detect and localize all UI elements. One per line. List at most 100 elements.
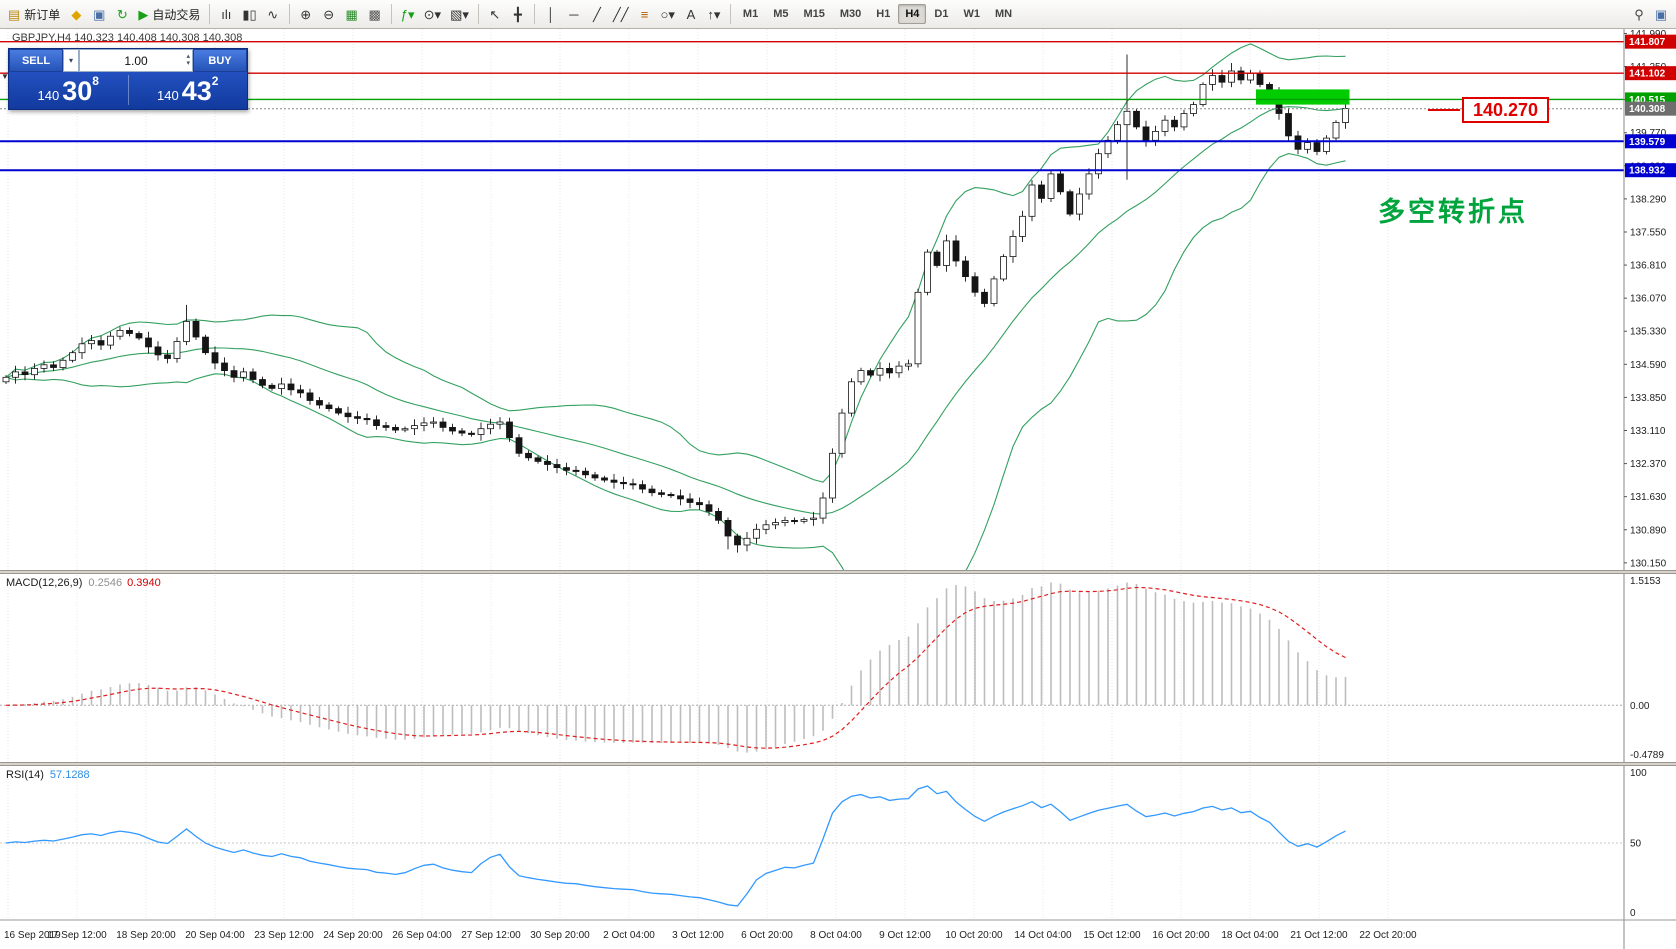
sell-button[interactable]: SELL xyxy=(9,49,63,72)
price-tag-label: 141.102 xyxy=(1629,69,1666,80)
timeframe-m30-button[interactable]: M30 xyxy=(833,4,868,24)
price-tag-label: 140.515 xyxy=(1629,95,1666,106)
time-axis-label: 26 Sep 04:00 xyxy=(392,930,452,941)
price-tag xyxy=(1625,66,1676,81)
price-tag-label: 140.308 xyxy=(1629,104,1666,115)
indicators-button[interactable]: ƒ▾ xyxy=(397,3,419,25)
timeframe-m5-button[interactable]: M5 xyxy=(766,4,795,24)
trendline-button[interactable]: ╱ xyxy=(586,3,608,25)
timeframe-m1-button[interactable]: M1 xyxy=(736,4,765,24)
timeframe-m15-button[interactable]: M15 xyxy=(796,4,831,24)
macd-main-value: 0.2546 xyxy=(88,577,123,589)
order-type-dropdown[interactable]: ▾ xyxy=(63,49,79,72)
line-chart-button[interactable]: ∿ xyxy=(262,3,284,25)
price-tag-label: 141.807 xyxy=(1629,37,1666,48)
trade-panel-collapse-button[interactable]: ▼ xyxy=(1,72,9,81)
cursor-button[interactable]: ↖ xyxy=(484,3,506,25)
macd-scale-label: 1.5153 xyxy=(1630,576,1661,587)
chart-macd-splitter[interactable] xyxy=(0,570,1676,574)
volume-input[interactable] xyxy=(102,52,170,69)
time-axis-label: 10 Oct 20:00 xyxy=(945,930,1003,941)
chart-annotation-text[interactable]: 多空转折点 xyxy=(1378,197,1528,228)
time-axis-label: 21 Oct 12:00 xyxy=(1290,930,1348,941)
volume-field[interactable]: ▴▾ xyxy=(79,49,193,72)
refresh-button[interactable]: ↻ xyxy=(111,3,133,25)
tile-windows-button[interactable]: ▦ xyxy=(341,3,363,25)
cascade-windows-button[interactable]: ▩ xyxy=(364,3,386,25)
trade-panel-divider xyxy=(127,75,129,105)
search-button[interactable]: ⚲ xyxy=(1628,3,1650,25)
buy-price-display[interactable]: 140 43 2 xyxy=(129,72,248,108)
price-scale-label: 130.150 xyxy=(1630,558,1667,569)
indicators-icon: ƒ▾ xyxy=(400,6,415,22)
timeframe-w1-button[interactable]: W1 xyxy=(956,4,987,24)
time-axis-label: 2 Oct 04:00 xyxy=(603,930,655,941)
text-button[interactable]: A xyxy=(680,3,702,25)
price-scale[interactable]: 141.990141.250140.510139.770139.030138.2… xyxy=(1624,29,1676,569)
macd-histogram xyxy=(5,582,1347,753)
zoom-out-button[interactable]: ⊖ xyxy=(318,3,340,25)
toolbar-separator xyxy=(477,4,479,24)
price-callout-label[interactable]: 140.270 xyxy=(1462,97,1550,123)
toolbar-separator xyxy=(390,4,392,24)
periods-button[interactable]: ⊙▾ xyxy=(420,3,445,25)
timeframe-d1-button[interactable]: D1 xyxy=(927,4,955,24)
crosshair-button[interactable]: ╋ xyxy=(507,3,529,25)
shapes-button[interactable]: ○▾ xyxy=(657,3,679,25)
channel-button[interactable]: ╱╱ xyxy=(609,3,633,25)
candlestick-chart-button[interactable]: ▮▯ xyxy=(238,3,260,25)
volume-decrease-button[interactable]: ▾ xyxy=(186,60,190,67)
sell-price-pips: 30 xyxy=(62,76,93,107)
arrows-button[interactable]: ↑▾ xyxy=(703,3,725,25)
trade-panel-prices: 140 30 8 140 43 2 xyxy=(9,72,247,108)
timeframe-mn-button[interactable]: MN xyxy=(988,4,1019,24)
metaquotes-icon-button[interactable]: ◆ xyxy=(65,3,87,25)
tile-windows-icon: ▦ xyxy=(345,6,358,22)
time-axis-label: 3 Oct 12:00 xyxy=(672,930,724,941)
arrows-icon: ↑▾ xyxy=(707,6,721,22)
price-scale-label: 132.370 xyxy=(1630,459,1667,470)
new-order-icon: ▤ xyxy=(8,6,21,22)
sell-price-point: 8 xyxy=(92,74,99,88)
one-click-trading-panel: SELL ▾ ▴▾ BUY 140 30 8 140 43 2 xyxy=(8,48,248,110)
new-order-button-label: 新订单 xyxy=(24,7,61,22)
autotrading-button[interactable]: ▶ 自动交易 xyxy=(134,3,204,25)
price-scale-label: 141.990 xyxy=(1630,29,1667,40)
channel-icon: ╱╱ xyxy=(612,6,629,22)
time-axis-label: 9 Oct 12:00 xyxy=(879,930,931,941)
fibonacci-button[interactable]: ≡ xyxy=(634,3,656,25)
candlestick-chart-icon: ▮▯ xyxy=(242,6,257,22)
volume-increase-button[interactable]: ▴ xyxy=(186,53,190,60)
toolbar-separator xyxy=(533,4,535,24)
new-order-button[interactable]: ▤ 新订单 xyxy=(4,3,64,25)
timeframe-h4-button[interactable]: H4 xyxy=(898,4,927,24)
fibonacci-icon: ≡ xyxy=(640,6,649,22)
price-tag-label: 139.579 xyxy=(1629,137,1666,148)
price-tag xyxy=(1625,163,1676,178)
bars-chart-button[interactable]: ılı xyxy=(215,3,237,25)
vertical-line-button[interactable]: │ xyxy=(540,3,562,25)
profiles-button[interactable]: ▣ xyxy=(88,3,110,25)
macd-rsi-splitter[interactable] xyxy=(0,762,1676,766)
templates-button[interactable]: ▧▾ xyxy=(446,3,473,25)
community-button[interactable]: ▣ xyxy=(1650,3,1672,25)
horizontal-line-button[interactable]: ─ xyxy=(563,3,585,25)
buy-price-figure: 140 xyxy=(157,87,179,103)
timeframe-h1-button[interactable]: H1 xyxy=(869,4,897,24)
sell-price-display[interactable]: 140 30 8 xyxy=(9,72,128,108)
zoom-in-button[interactable]: ⊕ xyxy=(295,3,317,25)
macd-name: MACD(12,26,9) xyxy=(6,577,83,589)
toolbar-separator xyxy=(729,4,731,24)
buy-button[interactable]: BUY xyxy=(193,49,247,72)
cascade-windows-icon: ▩ xyxy=(368,6,381,22)
toolbar-separator xyxy=(209,4,211,24)
time-axis-label: 18 Sep 20:00 xyxy=(116,930,176,941)
level-lines[interactable] xyxy=(0,41,1624,172)
time-axis-label: 23 Sep 12:00 xyxy=(254,930,314,941)
price-scale-label: 136.810 xyxy=(1630,261,1667,272)
main-toolbar: ▤ 新订单 ◆ ▣ ↻ ▶ 自动交易 ılı ▮▯ ∿ ⊕ ⊖ ▦ ▩ ƒ▾ ⊙▾ ▧▾ ↖ ╋ │ ─ ╱ ╱╱ ≡ ○▾ A ↑… xyxy=(0,0,1676,29)
macd-indicator-header: MACD(12,26,9) 0.2546 0.3940 xyxy=(6,577,161,589)
highlight-zone[interactable] xyxy=(1256,89,1350,105)
